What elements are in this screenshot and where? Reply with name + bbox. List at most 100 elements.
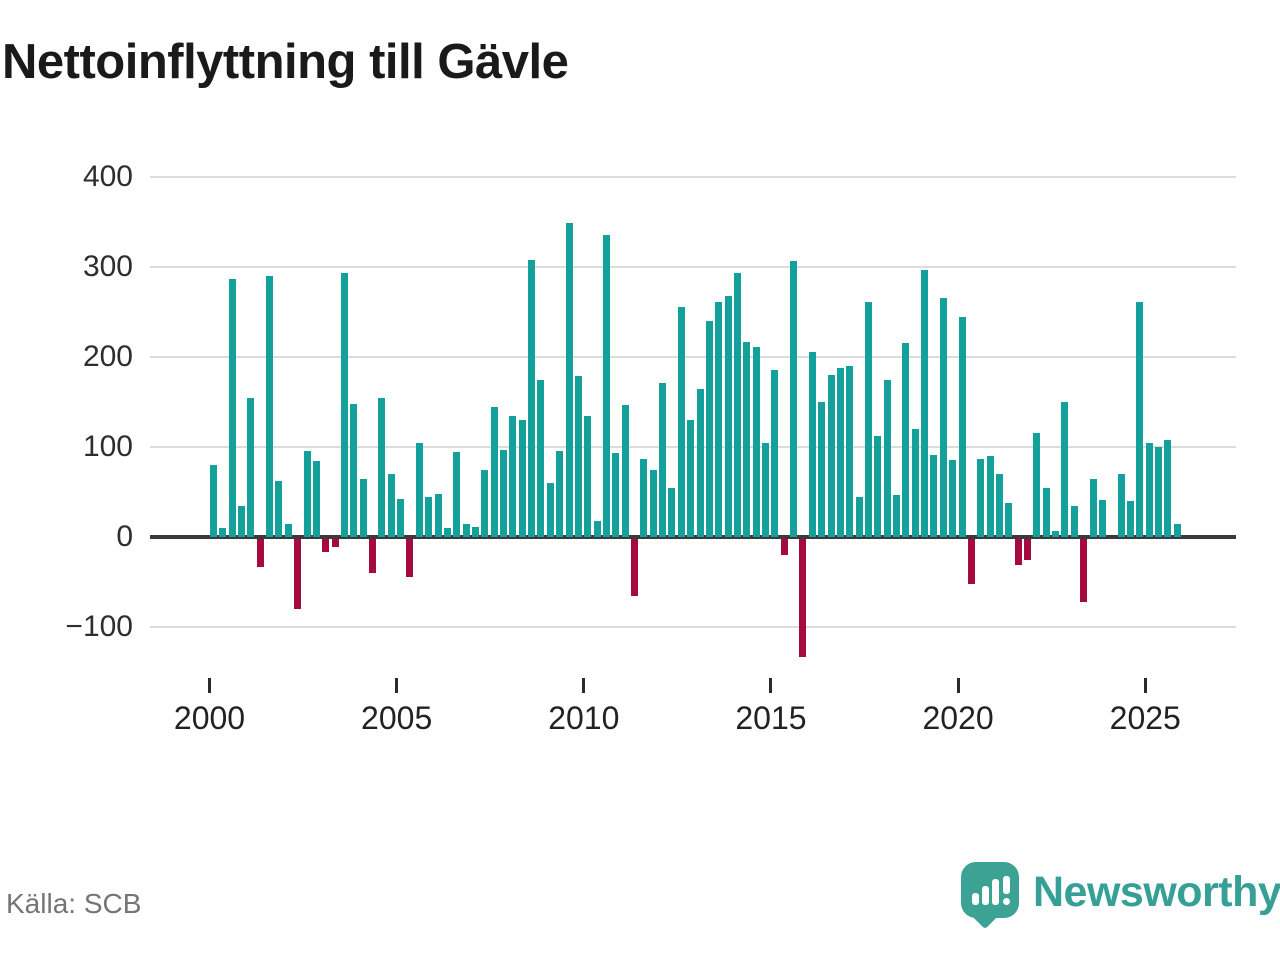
bar-positive xyxy=(1052,530,1060,537)
bar-positive xyxy=(733,273,741,537)
bar-negative xyxy=(256,539,264,567)
bar-positive xyxy=(275,481,283,537)
logo-exclamation-icon xyxy=(1003,898,1010,905)
bar-positive xyxy=(602,234,610,537)
bar-positive xyxy=(359,478,367,537)
gridline xyxy=(150,356,1236,358)
bar-negative xyxy=(369,539,377,574)
bar-positive xyxy=(696,389,704,537)
bar-positive xyxy=(556,450,564,537)
gridline xyxy=(150,626,1236,628)
bar-negative xyxy=(1080,539,1088,602)
bar-positive xyxy=(247,397,255,537)
bar-positive xyxy=(724,295,732,537)
bar-positive xyxy=(500,449,508,537)
bar-negative xyxy=(406,539,414,577)
x-tick-label: 2010 xyxy=(548,700,620,736)
y-tick-label: 200 xyxy=(82,340,133,373)
bar-positive xyxy=(312,461,320,537)
bar-positive xyxy=(659,383,667,537)
bar-positive xyxy=(378,397,386,537)
bar-positive xyxy=(687,420,695,537)
bar-positive xyxy=(415,443,423,537)
bar-positive xyxy=(790,260,798,537)
bar-positive xyxy=(1042,488,1050,537)
bar-positive xyxy=(762,443,770,537)
bar-positive xyxy=(509,416,517,537)
newsworthy-logo: Newsworthy xyxy=(961,860,1280,932)
bar-positive xyxy=(1070,506,1078,537)
bar-positive xyxy=(836,367,844,537)
bar-positive xyxy=(1136,302,1144,537)
bar-positive xyxy=(715,302,723,537)
bar-positive xyxy=(1155,447,1163,537)
bar-positive xyxy=(855,497,863,537)
bar-positive xyxy=(284,523,292,537)
bar-positive xyxy=(668,488,676,537)
bar-positive xyxy=(818,402,826,537)
bar-positive xyxy=(340,273,348,537)
x-tick-mark xyxy=(769,678,773,693)
bar-positive xyxy=(677,306,685,537)
logo-bar-icon xyxy=(982,886,989,905)
bar-negative xyxy=(1024,539,1032,560)
bar-positive xyxy=(743,341,751,537)
bar-positive xyxy=(1033,432,1041,537)
bar-positive xyxy=(593,520,601,537)
bar-positive xyxy=(612,453,620,537)
x-tick-label: 2020 xyxy=(922,700,994,736)
y-tick-label: 400 xyxy=(82,160,133,193)
bar-positive xyxy=(995,474,1003,537)
bar-positive xyxy=(584,415,592,537)
source-note: Källa: SCB xyxy=(6,888,142,919)
bar-positive xyxy=(977,458,985,537)
bar-negative xyxy=(799,539,807,657)
bar-positive xyxy=(481,469,489,537)
bar-positive xyxy=(1005,502,1013,537)
bar-positive xyxy=(453,451,461,537)
bar-negative xyxy=(967,539,975,584)
bar-positive xyxy=(471,527,479,537)
bar-positive xyxy=(1173,523,1181,537)
bar-positive xyxy=(528,259,536,537)
bar-positive xyxy=(958,316,966,537)
bar-positive xyxy=(911,429,919,537)
speech-bubble-tail xyxy=(970,900,1000,930)
x-tick-mark xyxy=(208,678,211,693)
bar-positive xyxy=(462,524,470,537)
bar-positive xyxy=(546,483,554,537)
bar-positive xyxy=(425,497,433,537)
x-tick-mark xyxy=(395,678,399,693)
bar-positive xyxy=(303,450,311,537)
y-tick-label: 300 xyxy=(82,250,133,283)
bar-positive xyxy=(1089,479,1097,537)
x-tick-label: 2015 xyxy=(735,700,807,736)
newsworthy-logo-icon xyxy=(961,862,1019,930)
bar-positive xyxy=(621,404,629,537)
gridline xyxy=(150,176,1236,178)
bar-positive xyxy=(210,465,217,537)
bar-negative xyxy=(631,539,639,596)
bar-positive xyxy=(238,505,246,537)
bar-positive xyxy=(930,455,938,537)
bar-positive xyxy=(902,342,910,537)
bar-positive xyxy=(883,380,891,537)
bar-positive xyxy=(565,222,573,537)
bar-positive xyxy=(1145,443,1153,537)
bar-positive xyxy=(827,375,835,537)
bar-positive xyxy=(228,278,236,537)
bar-positive xyxy=(771,369,779,537)
bar-positive xyxy=(537,380,545,537)
y-tick-label: 100 xyxy=(82,430,133,463)
bar-negative xyxy=(780,539,788,556)
x-tick-label: 2025 xyxy=(1109,700,1181,736)
chart-title: Nettoinflyttning till Gävle xyxy=(2,35,569,89)
gridline xyxy=(150,266,1236,268)
y-tick-label: 0 xyxy=(116,520,133,553)
bar-positive xyxy=(574,375,582,537)
bar-positive xyxy=(397,499,405,537)
bar-positive xyxy=(986,456,994,537)
bar-positive xyxy=(752,347,760,537)
logo-exclamation-icon xyxy=(1003,876,1010,894)
